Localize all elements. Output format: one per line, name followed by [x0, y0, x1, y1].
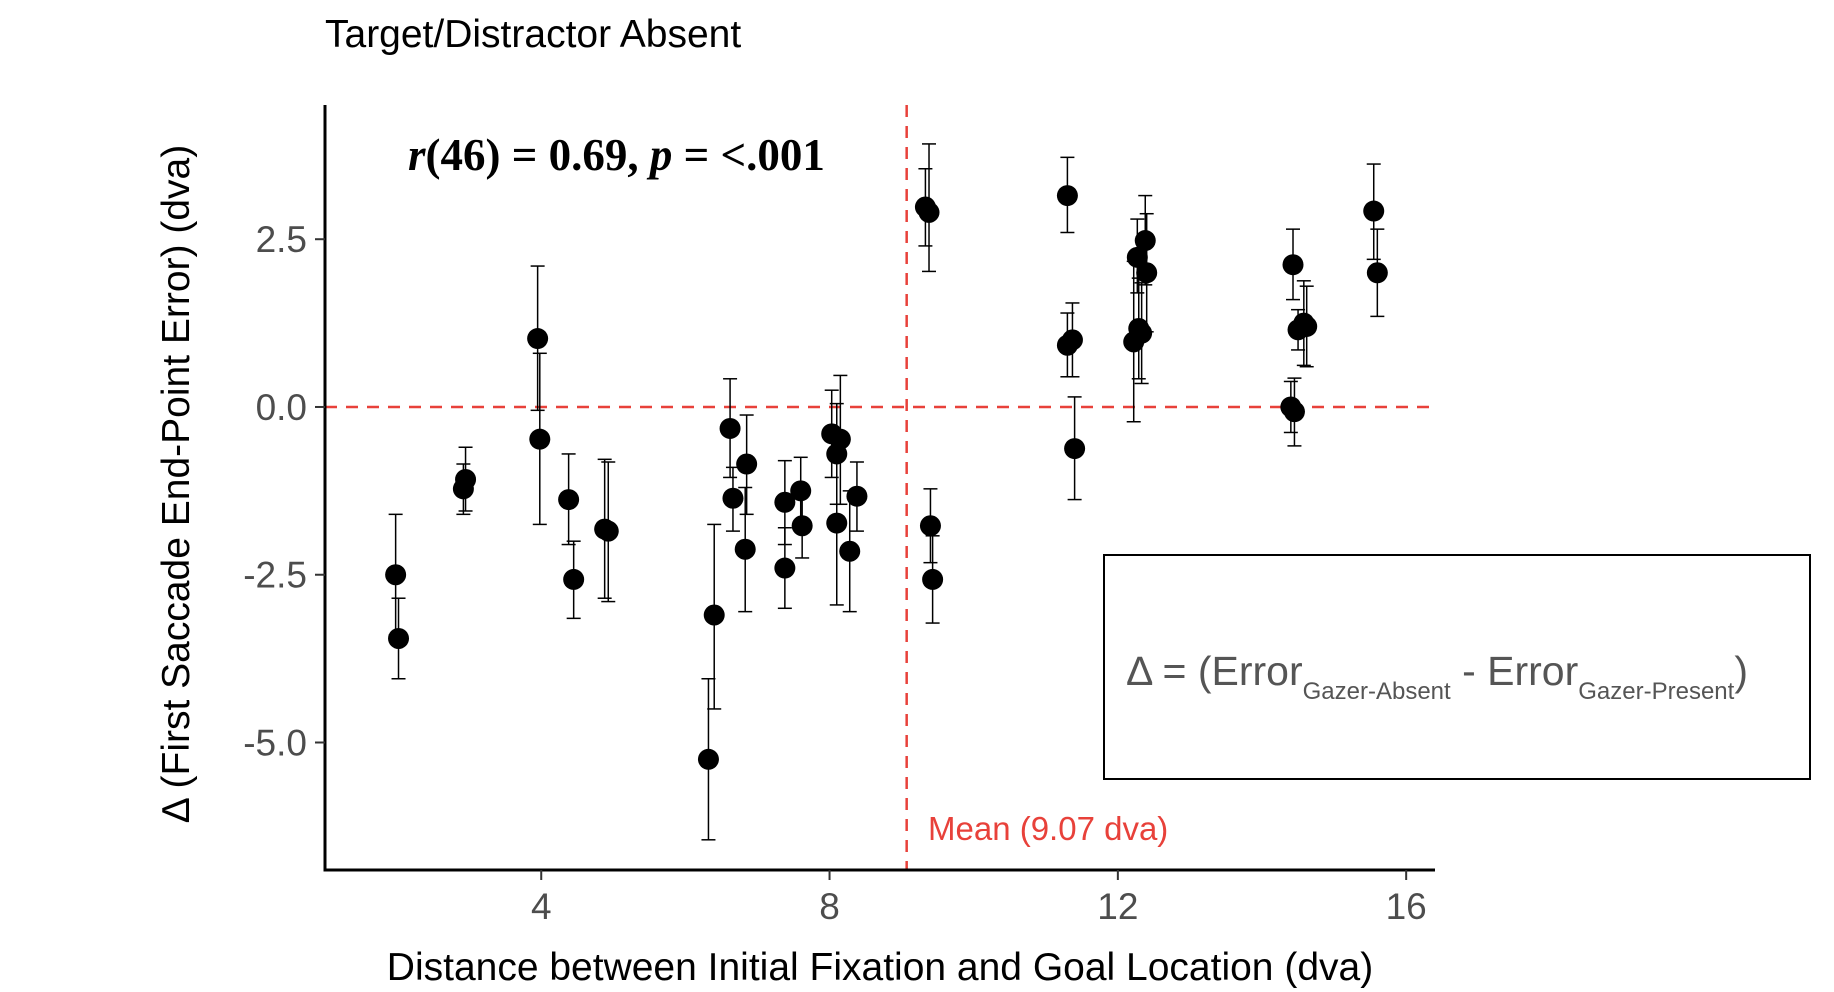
data-point	[529, 428, 551, 450]
formula-error-1: = (Error	[1151, 648, 1303, 694]
annotation-p-symbol: p	[646, 130, 673, 180]
data-point	[385, 564, 407, 586]
data-point	[736, 453, 758, 475]
data-point	[734, 538, 756, 560]
data-point	[1296, 315, 1318, 337]
annotation-r-symbol: r	[408, 130, 426, 180]
annotation-p-value: = <.001	[672, 130, 825, 180]
annotation-r-value: (46) = 0.69,	[426, 130, 650, 180]
data-point	[527, 328, 549, 350]
data-point	[597, 520, 619, 542]
mean-line-label: Mean (9.07 dva)	[928, 810, 1168, 847]
data-point	[1136, 262, 1158, 284]
y-tick-label: -5.0	[243, 723, 307, 764]
data-point	[846, 485, 868, 507]
x-tick-label: 12	[1097, 886, 1138, 927]
data-point	[774, 557, 796, 579]
x-tick-label: 16	[1386, 886, 1427, 927]
data-point	[919, 515, 941, 537]
data-point	[1282, 254, 1304, 276]
data-point	[790, 480, 812, 502]
data-point	[922, 568, 944, 590]
x-tick-label: 4	[531, 886, 552, 927]
data-point	[697, 748, 719, 770]
data-point	[1131, 322, 1153, 344]
formula-close: )	[1734, 648, 1748, 694]
reference-lines	[325, 105, 1435, 870]
ticks: 4 8 12 16 2.5 0.0 -2.5 -5.0	[243, 219, 1427, 927]
formula-sub-present: Gazer-Present	[1578, 678, 1734, 705]
x-axis-label: Distance between Initial Fixation and Go…	[387, 946, 1373, 989]
data-point	[1064, 438, 1086, 460]
data-point	[1363, 200, 1385, 222]
data-point	[1126, 246, 1148, 268]
formula-box: Δ = (ErrorGazer-Absent - ErrorGazer-Pres…	[1103, 554, 1811, 780]
formula-text: Δ = (ErrorGazer-Absent - ErrorGazer-Pres…	[1126, 648, 1748, 705]
formula-box-frame	[1103, 554, 1811, 780]
data-point	[703, 604, 725, 626]
data-points	[385, 185, 1388, 770]
data-point	[1134, 230, 1156, 252]
data-point	[1366, 262, 1388, 284]
formula-sub-absent: Gazer-Absent	[1303, 678, 1451, 705]
data-point	[791, 515, 813, 537]
y-tick-label: -2.5	[243, 555, 307, 596]
y-tick-label: 0.0	[256, 387, 307, 428]
data-point	[563, 568, 585, 590]
formula-delta: Δ	[1126, 648, 1153, 694]
data-point	[826, 512, 848, 534]
data-point	[918, 201, 940, 223]
data-point	[1283, 401, 1305, 423]
data-point	[1061, 329, 1083, 351]
y-tick-label: 2.5	[256, 219, 307, 260]
y-axis-label: Δ (First Saccade End-Point Error) (dva)	[155, 145, 198, 823]
data-point	[719, 417, 741, 439]
x-tick-label: 8	[819, 886, 840, 927]
correlation-annotation: r(46) = 0.69, p = <.001	[408, 130, 825, 180]
data-point	[722, 487, 744, 509]
formula-error-2: - Error	[1451, 648, 1579, 694]
data-point	[452, 478, 474, 500]
data-point	[388, 627, 410, 649]
data-point	[839, 540, 861, 562]
data-point	[1056, 185, 1078, 207]
data-point	[829, 428, 851, 450]
data-point	[558, 489, 580, 511]
data-point	[774, 491, 796, 513]
chart-title: Target/Distractor Absent	[325, 13, 741, 56]
